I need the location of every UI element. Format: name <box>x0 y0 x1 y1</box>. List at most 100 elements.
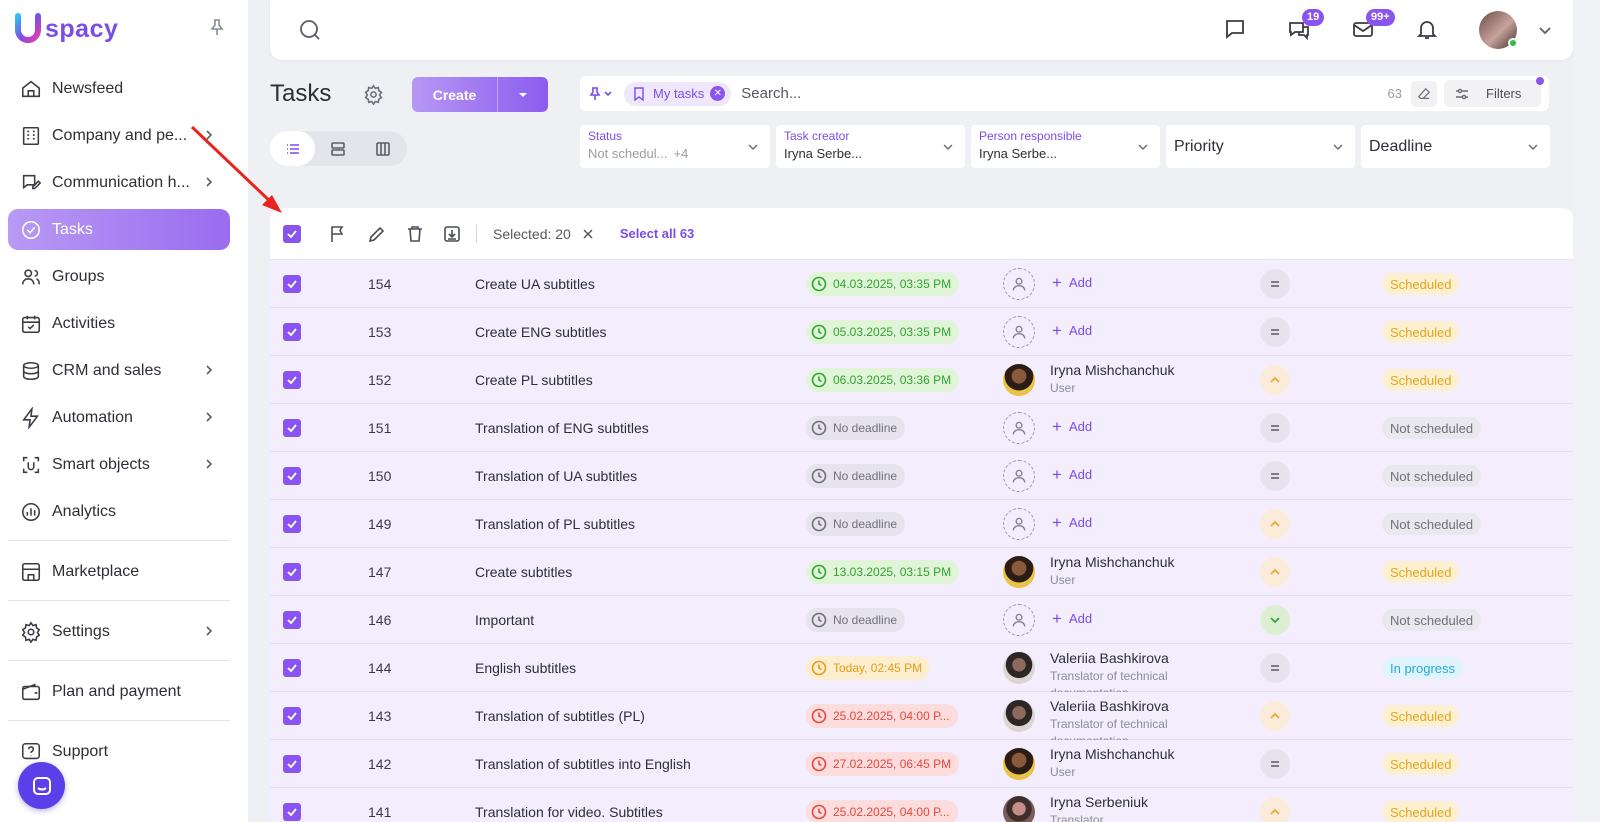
gear-icon[interactable] <box>363 84 384 105</box>
add-responsible-button[interactable]: + Add <box>1052 466 1092 483</box>
table-row[interactable]: 147 Create subtitles 13.03.2025, 03:15 PM I… <box>270 548 1573 596</box>
table-row[interactable]: 144 English subtitles Today, 02:45 PM Valer… <box>270 644 1573 700</box>
sidebar-item-groups[interactable]: Groups <box>8 256 230 297</box>
select-all-checkbox[interactable] <box>283 224 301 243</box>
saved-filters-pin-button[interactable] <box>584 76 618 111</box>
task-name[interactable]: Important <box>475 612 535 628</box>
download-icon[interactable] <box>442 224 462 244</box>
sidebar-item-analytics[interactable]: Analytics <box>8 491 230 532</box>
status-filter[interactable]: Status Not schedul... +4 <box>580 125 770 168</box>
list-view-button[interactable] <box>270 131 315 166</box>
table-row[interactable]: 154 Create UA subtitles 04.03.2025, 03:35 … <box>270 260 1573 308</box>
mail-button[interactable]: 99+ <box>1351 9 1395 43</box>
create-dropdown-button[interactable] <box>497 77 548 112</box>
sidebar-item-company-and-pe[interactable]: Company and pe... <box>8 115 230 156</box>
deadline-badge[interactable]: Today, 02:45 PM <box>806 656 931 680</box>
deadline-badge[interactable]: 27.02.2025, 06:45 PM <box>806 752 960 776</box>
filters-button[interactable]: Filters <box>1444 77 1544 107</box>
deadline-badge[interactable]: 13.03.2025, 03:15 PM <box>806 560 960 584</box>
priority-badge[interactable] <box>1260 365 1290 395</box>
priority-badge[interactable] <box>1260 605 1290 635</box>
person-name[interactable]: Iryna Mishchanchuk <box>1050 554 1175 570</box>
select-all-link[interactable]: Select all 63 <box>619 226 695 241</box>
status-badge[interactable]: Not scheduled <box>1382 465 1482 487</box>
add-responsible-button[interactable]: + Add <box>1052 322 1092 339</box>
chats-button[interactable]: 19 <box>1287 9 1325 43</box>
priority-badge[interactable] <box>1260 797 1290 822</box>
chip-remove-icon[interactable]: ✕ <box>710 86 726 101</box>
status-badge[interactable]: Not scheduled <box>1382 417 1482 439</box>
table-row[interactable]: 152 Create PL subtitles 06.03.2025, 03:36 … <box>270 356 1573 404</box>
priority-badge[interactable] <box>1260 413 1290 443</box>
priority-badge[interactable] <box>1260 317 1290 347</box>
priority-badge[interactable] <box>1260 269 1290 299</box>
table-row[interactable]: 149 Translation of PL subtitles No deadlin… <box>270 500 1573 548</box>
task-name[interactable]: Translation of UA subtitles <box>475 468 638 484</box>
task-name[interactable]: Translation of subtitles (PL) <box>475 708 645 724</box>
status-badge[interactable]: Scheduled <box>1382 561 1460 583</box>
row-checkbox[interactable] <box>283 467 301 485</box>
task-name[interactable]: Translation of PL subtitles <box>475 516 636 532</box>
status-badge[interactable]: Scheduled <box>1382 321 1460 343</box>
kanban-view-button[interactable] <box>360 131 405 166</box>
deadline-badge[interactable]: No deadline <box>806 416 906 440</box>
row-checkbox[interactable] <box>283 419 301 437</box>
person-name[interactable]: Iryna Mishchanchuk <box>1050 746 1175 762</box>
deadline-badge[interactable]: No deadline <box>806 464 906 488</box>
avatar[interactable] <box>1003 652 1035 684</box>
sidebar-item-activities[interactable]: Activities <box>8 303 230 344</box>
search-icon[interactable] <box>298 18 322 42</box>
priority-badge[interactable] <box>1260 749 1290 779</box>
person-responsible-filter[interactable]: Person responsible Iryna Serbe... <box>971 125 1160 168</box>
task-name[interactable]: Translation of subtitles into English <box>475 756 691 772</box>
table-row[interactable]: 151 Translation of ENG subtitles No deadli… <box>270 404 1573 452</box>
row-checkbox[interactable] <box>283 659 301 677</box>
task-name[interactable]: Translation for video. Subtitles <box>475 804 663 820</box>
table-row[interactable]: 141 Translation for video. Subtitles 25.02… <box>270 788 1573 822</box>
status-badge[interactable]: Scheduled <box>1382 273 1460 295</box>
sidebar-item-support[interactable]: Support <box>8 731 230 772</box>
clear-search-button[interactable] <box>1411 81 1437 107</box>
status-badge[interactable]: Not scheduled <box>1382 513 1482 535</box>
status-badge[interactable]: Not scheduled <box>1382 609 1482 631</box>
pin-sidebar-icon[interactable] <box>207 17 227 37</box>
add-responsible-button[interactable]: + Add <box>1052 418 1092 435</box>
user-avatar[interactable] <box>1479 11 1518 49</box>
sidebar-item-crm-and-sales[interactable]: CRM and sales <box>8 350 230 391</box>
deadline-badge[interactable]: 05.03.2025, 03:35 PM <box>806 320 960 344</box>
priority-badge[interactable] <box>1260 557 1290 587</box>
table-row[interactable]: 143 Translation of subtitles (PL) 25.02.20… <box>270 692 1573 748</box>
add-responsible-button[interactable]: + Add <box>1052 610 1092 627</box>
task-name[interactable]: Translation of ENG subtitles <box>475 420 649 436</box>
chevron-down-icon[interactable] <box>1537 22 1553 38</box>
priority-filter[interactable]: Priority <box>1166 125 1355 168</box>
deadline-badge[interactable]: 04.03.2025, 03:35 PM <box>806 272 960 296</box>
search-input[interactable] <box>741 85 1342 102</box>
messages-icon[interactable] <box>1223 17 1249 43</box>
page-scrollbar[interactable] <box>1573 0 1600 822</box>
priority-badge[interactable] <box>1260 461 1290 491</box>
add-responsible-button[interactable]: + Add <box>1052 514 1092 531</box>
sidebar-item-automation[interactable]: Automation <box>8 397 230 438</box>
avatar[interactable] <box>1003 748 1035 780</box>
task-name[interactable]: Create subtitles <box>475 564 573 580</box>
row-checkbox[interactable] <box>283 323 301 341</box>
avatar[interactable] <box>1003 796 1035 822</box>
task-name[interactable]: Create UA subtitles <box>475 276 595 292</box>
table-row[interactable]: 146 Important No deadline + Add Not scheduled <box>270 596 1573 644</box>
status-badge[interactable]: Scheduled <box>1382 753 1460 775</box>
status-badge[interactable]: In progress <box>1382 657 1464 679</box>
person-name[interactable]: Iryna Mishchanchuk <box>1050 362 1175 378</box>
create-button[interactable]: Create <box>412 77 548 112</box>
table-row[interactable]: 153 Create ENG subtitles 05.03.2025, 03:35… <box>270 308 1573 356</box>
notifications-bell-icon[interactable] <box>1415 17 1441 43</box>
table-row[interactable]: 142 Translation of subtitles into English… <box>270 740 1573 788</box>
my-tasks-chip[interactable]: My tasks ✕ <box>624 81 732 106</box>
sidebar-item-settings[interactable]: Settings <box>8 611 230 652</box>
deadline-badge[interactable]: 06.03.2025, 03:36 PM <box>806 368 960 392</box>
row-checkbox[interactable] <box>283 275 301 293</box>
task-name[interactable]: Create ENG subtitles <box>475 324 607 340</box>
person-name[interactable]: Valeriia Bashkirova <box>1050 650 1169 666</box>
deadline-filter[interactable]: Deadline <box>1361 125 1550 168</box>
deadline-badge[interactable]: 25.02.2025, 04:00 P... <box>806 800 958 822</box>
